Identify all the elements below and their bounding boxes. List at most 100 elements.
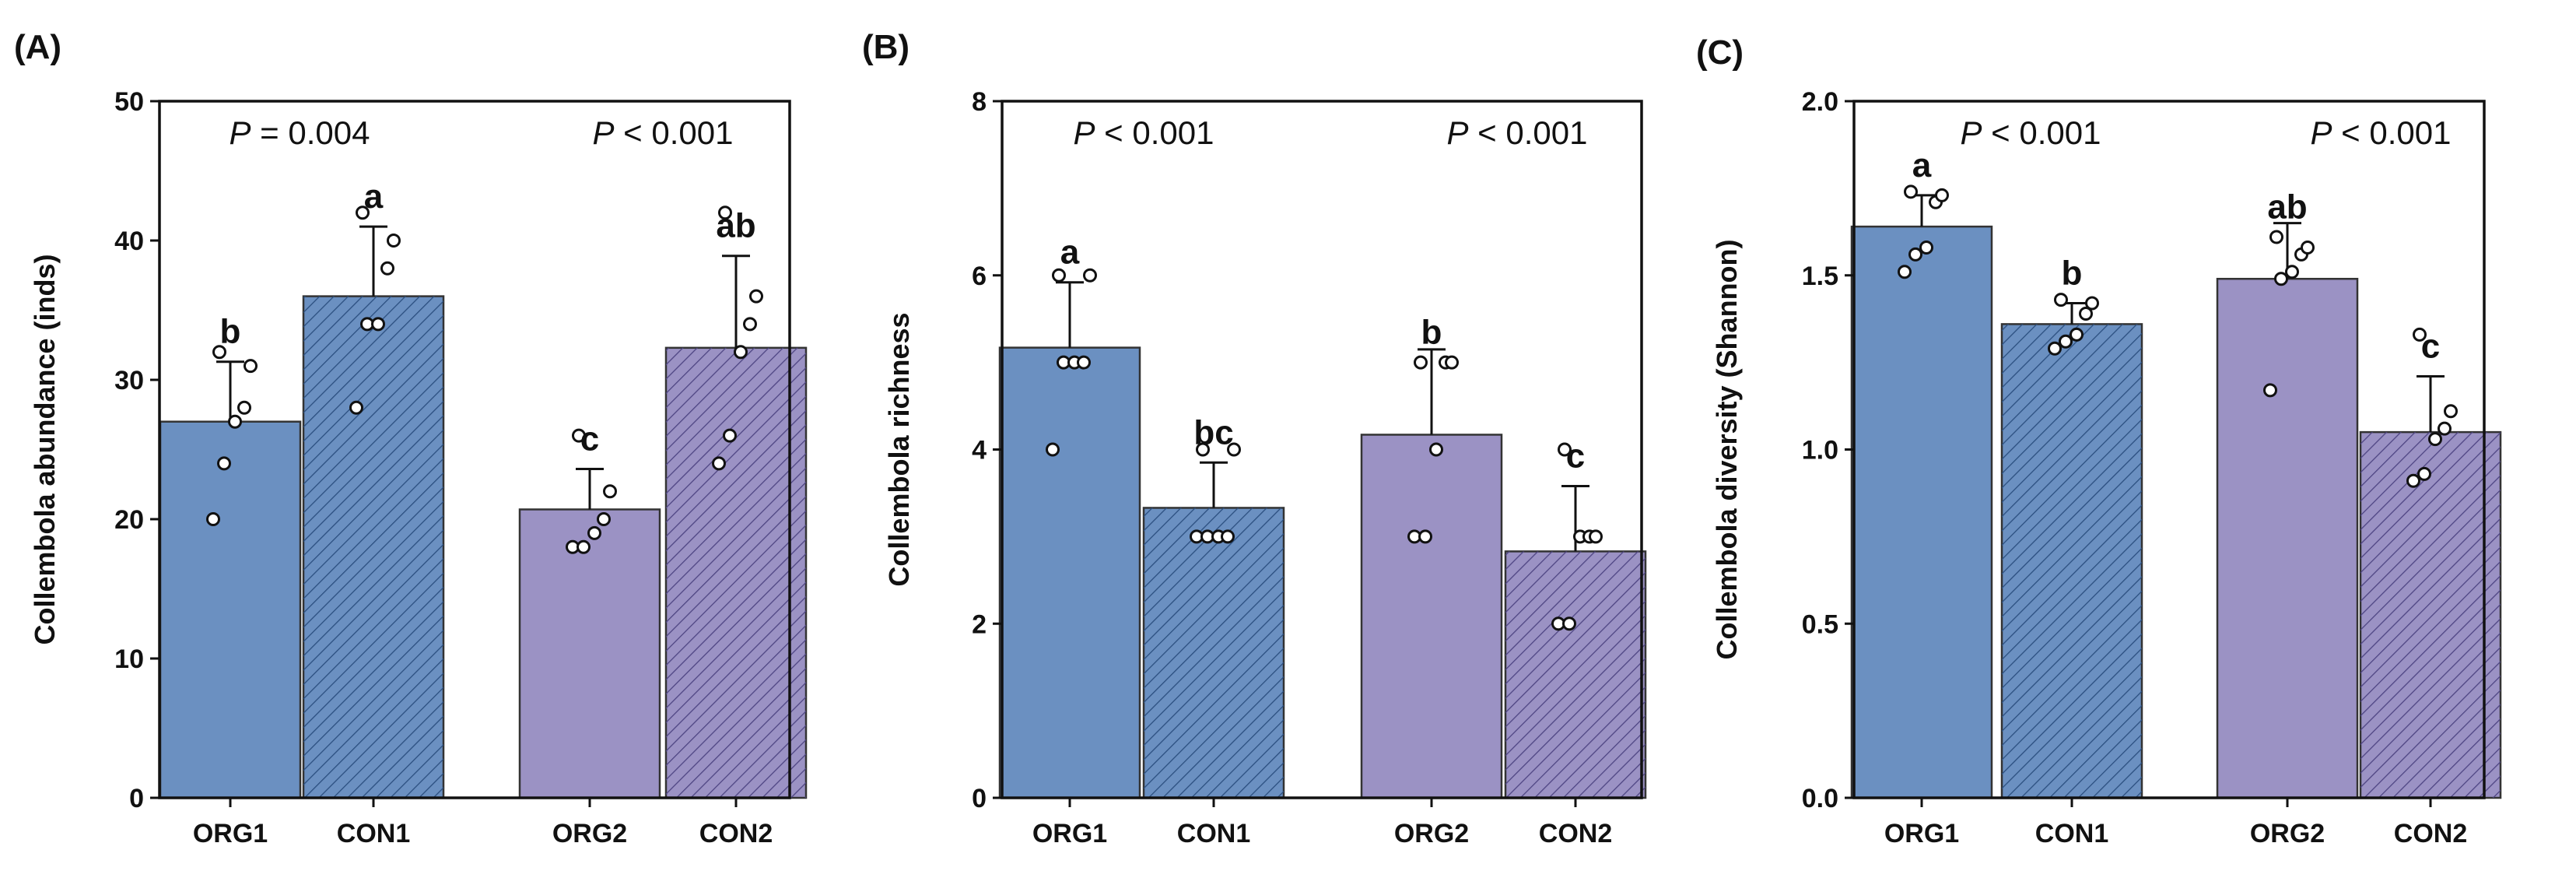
data-point bbox=[2428, 432, 2442, 447]
data-point bbox=[587, 525, 601, 540]
x-tick-label-org2: ORG2 bbox=[1394, 819, 1469, 848]
data-point bbox=[2054, 293, 2068, 307]
data-point bbox=[2269, 230, 2283, 244]
bar-hatch-con1 bbox=[2002, 324, 2142, 798]
bar-org2 bbox=[518, 508, 661, 799]
y-axis-label: Collembola richness bbox=[883, 312, 915, 586]
y-tick-label: 50 bbox=[114, 87, 144, 117]
data-point bbox=[2413, 327, 2427, 342]
significance-letter: a bbox=[364, 177, 384, 216]
data-point bbox=[603, 484, 617, 499]
data-point bbox=[723, 428, 737, 443]
data-point bbox=[2301, 240, 2315, 255]
bar-org1 bbox=[998, 346, 1141, 799]
data-point bbox=[2263, 383, 2277, 398]
bar-org1 bbox=[159, 420, 302, 799]
data-point bbox=[2048, 341, 2062, 356]
panel-label: (A) bbox=[14, 28, 61, 66]
data-point bbox=[1898, 265, 1912, 279]
significance-letter: b bbox=[220, 313, 241, 351]
data-point bbox=[1562, 616, 1576, 631]
data-point bbox=[1429, 442, 1443, 457]
bar-hatch-con2 bbox=[1505, 551, 1645, 798]
y-tick-label: 8 bbox=[972, 87, 987, 117]
y-tick-label: 1.0 bbox=[1802, 436, 1838, 465]
data-point bbox=[1221, 529, 1235, 544]
data-point bbox=[349, 400, 363, 415]
data-point bbox=[1227, 442, 1241, 457]
y-tick-label: 0.0 bbox=[1802, 784, 1838, 813]
data-point bbox=[228, 414, 242, 429]
x-tick-label-org2: ORG2 bbox=[552, 819, 627, 848]
data-point bbox=[2059, 334, 2073, 349]
data-point bbox=[2070, 327, 2084, 342]
data-point bbox=[1418, 529, 1432, 544]
y-axis-label: Collembola abundance (inds) bbox=[29, 254, 61, 644]
significance-letter: b bbox=[2062, 255, 2083, 293]
data-point bbox=[743, 317, 757, 332]
significance-letter: a bbox=[1912, 146, 1932, 184]
x-tick-label-con2: CON2 bbox=[699, 819, 773, 848]
data-point bbox=[237, 400, 251, 415]
data-point bbox=[2444, 404, 2458, 419]
x-tick-label-con2: CON2 bbox=[1539, 819, 1612, 848]
data-point bbox=[718, 205, 732, 220]
y-tick-label: 0 bbox=[972, 784, 987, 813]
significance-letter: a bbox=[1060, 234, 1080, 272]
data-point bbox=[2406, 473, 2420, 488]
y-axis-label: Collembola diversity (Shannon) bbox=[1711, 239, 1743, 659]
significance-letter: b bbox=[1421, 314, 1442, 352]
data-point bbox=[2085, 296, 2099, 311]
data-point bbox=[244, 359, 258, 374]
panel-label: (B) bbox=[862, 28, 909, 66]
p-value: P < 0.001 bbox=[1961, 114, 2101, 151]
x-tick-label-con2: CON2 bbox=[2394, 819, 2467, 848]
data-point bbox=[2274, 272, 2288, 286]
y-tick-label: 1.5 bbox=[1802, 262, 1838, 291]
y-tick-label: 6 bbox=[972, 262, 987, 291]
significance-letter: c bbox=[580, 420, 599, 458]
data-point bbox=[356, 205, 370, 220]
data-point bbox=[1904, 184, 1918, 199]
bar-org2 bbox=[2216, 277, 2359, 799]
x-tick-label-con1: CON1 bbox=[2035, 819, 2108, 848]
data-point bbox=[597, 512, 611, 526]
significance-letter: c bbox=[2421, 328, 2440, 366]
y-tick-label: 2 bbox=[972, 609, 987, 639]
bar-hatch-con2 bbox=[666, 347, 806, 799]
y-tick-label: 10 bbox=[114, 644, 144, 674]
y-tick-label: 20 bbox=[114, 505, 144, 535]
data-point bbox=[1077, 355, 1091, 370]
data-point bbox=[206, 512, 220, 526]
significance-letter: c bbox=[1566, 437, 1585, 475]
panel-label: (C) bbox=[1696, 33, 1744, 72]
p-value: P < 0.001 bbox=[1447, 114, 1588, 151]
data-point bbox=[712, 456, 726, 471]
data-point bbox=[1919, 240, 1933, 255]
y-tick-label: 0.5 bbox=[1802, 609, 1838, 639]
y-tick-label: 2.0 bbox=[1802, 87, 1838, 117]
x-tick-label-con1: CON1 bbox=[1177, 819, 1250, 848]
data-point bbox=[212, 345, 226, 360]
y-tick-label: 30 bbox=[114, 366, 144, 395]
y-tick-label: 40 bbox=[114, 227, 144, 256]
bar-hatch-con2 bbox=[2360, 432, 2501, 798]
data-point bbox=[1589, 529, 1603, 544]
x-tick-label-con1: CON1 bbox=[337, 819, 410, 848]
data-point bbox=[371, 317, 385, 332]
bar-org2 bbox=[1360, 434, 1503, 799]
p-value: P < 0.001 bbox=[593, 114, 734, 151]
data-point bbox=[577, 539, 591, 554]
data-point bbox=[2285, 265, 2299, 279]
data-point bbox=[2417, 466, 2431, 481]
data-point bbox=[1414, 355, 1428, 370]
data-point bbox=[1908, 247, 1922, 262]
x-tick-label-org1: ORG1 bbox=[193, 819, 268, 848]
data-point bbox=[1935, 188, 1949, 202]
panel-a: (A) Collembola abundance (inds) b a c ab P = 0… bbox=[14, 28, 808, 848]
x-tick-label-org1: ORG1 bbox=[1884, 819, 1959, 848]
data-point bbox=[1558, 442, 1572, 457]
